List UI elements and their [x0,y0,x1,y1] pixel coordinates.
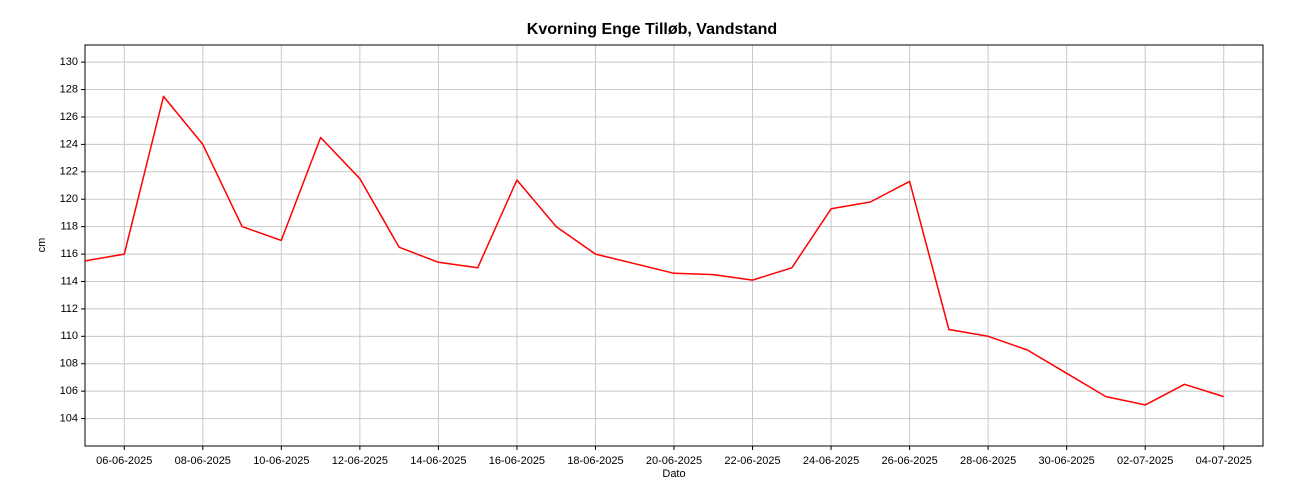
y-tick-label: 110 [60,330,78,342]
y-tick-label: 108 [60,358,78,370]
y-axis-label: cm [36,238,48,253]
x-tick-label: 18-06-2025 [567,455,623,467]
x-tick-label: 28-06-2025 [960,455,1016,467]
x-tick-label: 12-06-2025 [332,455,388,467]
y-tick-label: 120 [60,193,78,205]
x-tick-label: 20-06-2025 [646,455,702,467]
y-tick-label: 130 [60,56,78,68]
x-tick-label: 30-06-2025 [1039,455,1095,467]
x-tick-label: 24-06-2025 [803,455,859,467]
x-tick-label: 04-07-2025 [1196,455,1252,467]
y-tick-label: 128 [60,83,78,95]
y-tick-label: 114 [60,275,78,287]
x-tick-label: 16-06-2025 [489,455,545,467]
y-tick-label: 104 [60,412,78,424]
x-tick-label: 14-06-2025 [410,455,466,467]
y-tick-label: 116 [60,248,78,260]
y-tick-label: 112 [60,303,78,315]
y-tick-label: 122 [60,166,78,178]
y-tick-label: 126 [60,111,78,123]
chart-title: Kvorning Enge Tilløb, Vandstand [527,21,777,38]
plot-frame [84,44,1264,447]
y-tick-label: 118 [60,221,78,233]
data-line [84,95,1224,406]
x-tick-label: 10-06-2025 [253,455,309,467]
x-tick-label: 26-06-2025 [881,455,937,467]
x-tick-label: 22-06-2025 [724,455,780,467]
x-tick-label: 08-06-2025 [175,455,231,467]
x-tick-label: 06-06-2025 [96,455,152,467]
x-tick-label: 02-07-2025 [1117,455,1173,467]
y-tick-label: 124 [60,138,78,150]
x-axis-label: Dato [662,468,685,480]
y-tick-label: 106 [60,385,78,397]
